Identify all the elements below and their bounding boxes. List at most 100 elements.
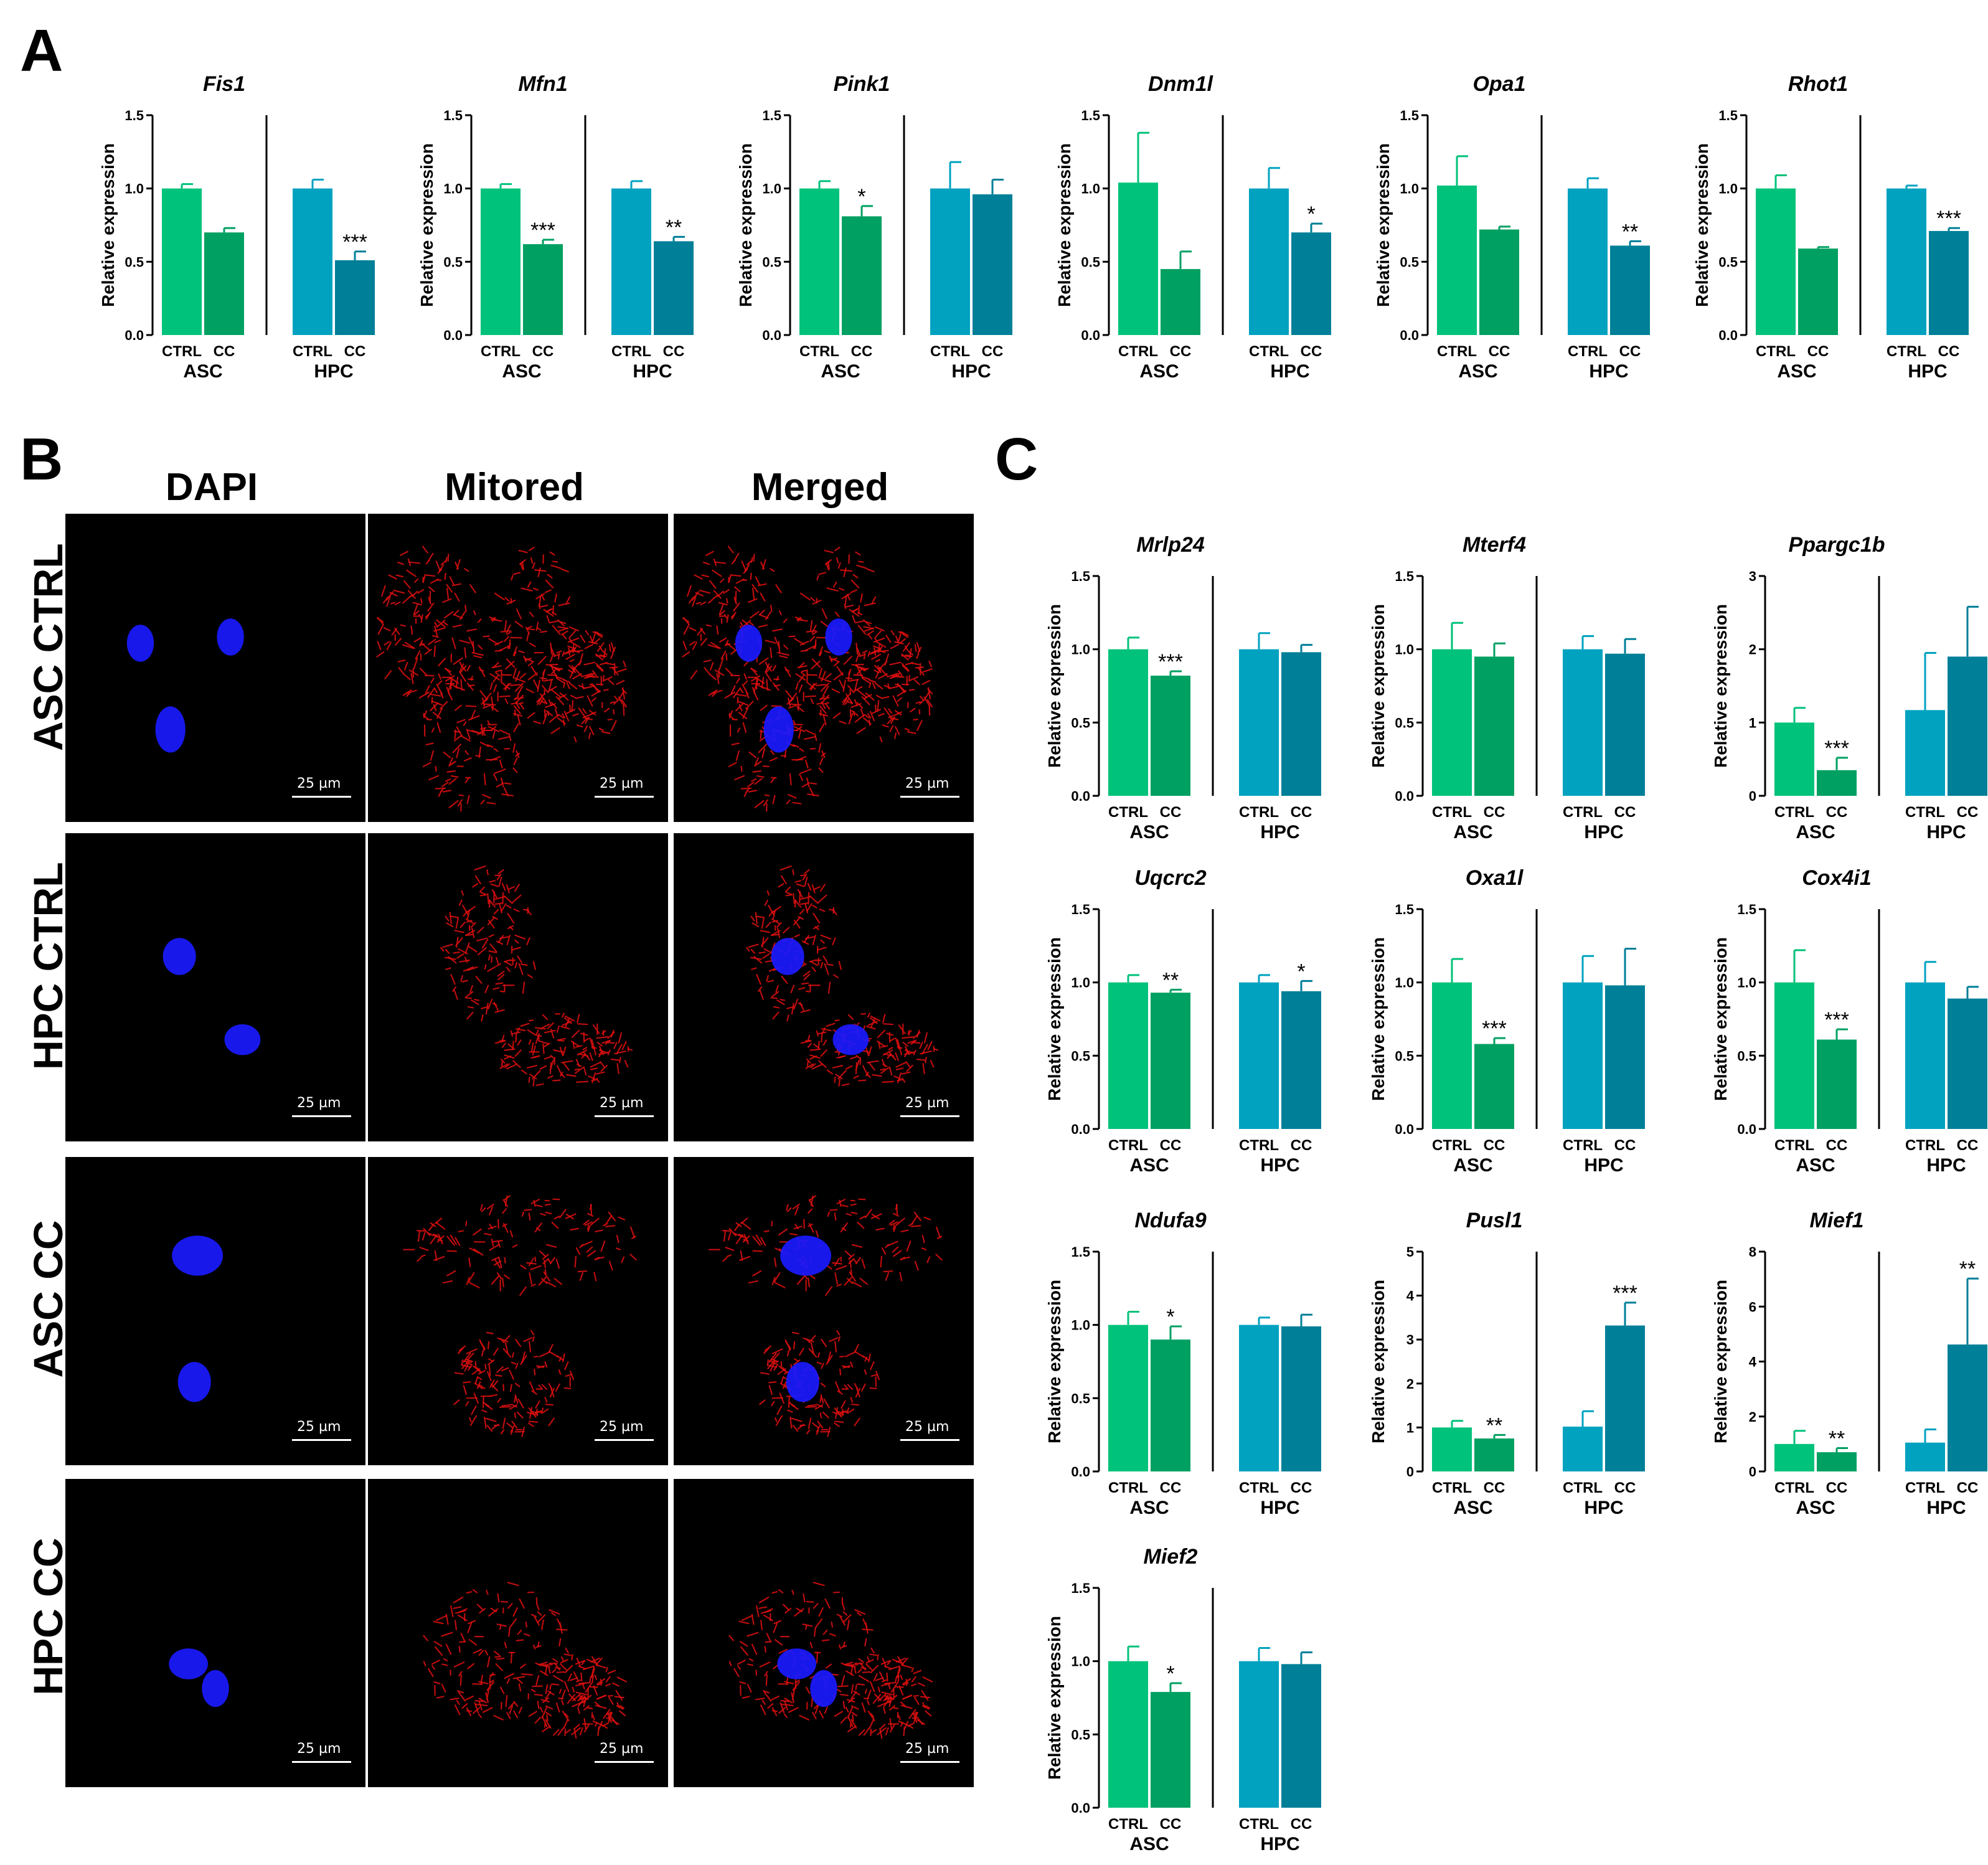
chart-title: Uqcrc2 xyxy=(1134,866,1206,890)
significance-marker: * xyxy=(1307,202,1315,226)
scale-bar xyxy=(900,796,959,798)
x-category-label: CTRL xyxy=(799,343,839,360)
bar-hpc-ctrl xyxy=(1905,1443,1945,1471)
error-bar xyxy=(1583,1411,1594,1427)
bar-hpc-cc xyxy=(1291,232,1331,335)
y-tick-label: 6 xyxy=(1749,1299,1756,1315)
bar-hpc-cc xyxy=(1281,652,1321,796)
bar-hpc-ctrl xyxy=(1249,189,1289,335)
bar-asc-cc xyxy=(1151,993,1190,1129)
y-tick-label: 0.5 xyxy=(125,254,144,270)
scale-bar xyxy=(900,1115,959,1117)
y-tick-label: 1.5 xyxy=(1718,108,1738,123)
error-bar xyxy=(1494,643,1505,656)
scale-bar xyxy=(595,796,654,798)
x-category-label: CTRL xyxy=(1432,804,1472,821)
scale-bar xyxy=(292,1761,351,1763)
x-category-label: CC xyxy=(1957,804,1979,821)
bar-hpc-ctrl xyxy=(1568,189,1608,335)
group-label-hpc: HPC xyxy=(1270,361,1309,382)
y-axis-label: Relative expression xyxy=(417,143,436,307)
bar-asc-ctrl xyxy=(1108,1325,1148,1471)
chart-title: Mfn1 xyxy=(518,72,567,96)
panel-label-b: B xyxy=(20,430,63,489)
bar-hpc-cc xyxy=(973,194,1012,335)
bar-hpc-ctrl xyxy=(1563,983,1603,1129)
y-tick-label: 0.5 xyxy=(1395,715,1414,730)
x-category-label: CTRL xyxy=(1432,1480,1472,1496)
x-category-label: CC xyxy=(1957,1480,1979,1496)
error-bar xyxy=(1588,178,1599,188)
group-label-hpc: HPC xyxy=(633,361,672,382)
scale-bar xyxy=(900,1761,959,1763)
chart-title: Mief2 xyxy=(1144,1545,1198,1569)
error-bar xyxy=(1794,708,1806,723)
error-bar xyxy=(1925,653,1936,711)
y-tick-label: 2 xyxy=(1406,1376,1414,1392)
y-tick-label: 1.5 xyxy=(1395,569,1414,584)
error-bar xyxy=(1180,252,1192,269)
x-category-label: CTRL xyxy=(1239,1137,1279,1154)
error-bar xyxy=(1499,227,1510,230)
group-label-asc: ASC xyxy=(1453,1498,1492,1518)
y-axis-label: Relative expression xyxy=(1055,143,1074,307)
micrograph-hpc-ctrl-dapi: 25 µm xyxy=(65,833,365,1141)
x-category-label: CTRL xyxy=(930,343,970,360)
y-axis-label: Relative expression xyxy=(1711,1280,1730,1443)
significance-marker: *** xyxy=(1824,737,1849,760)
bar-hpc-ctrl xyxy=(930,189,970,335)
x-category-label: CTRL xyxy=(1118,343,1158,360)
bar-hpc-ctrl xyxy=(1905,710,1945,796)
y-tick-label: 0.0 xyxy=(1737,1121,1756,1137)
bar-hpc-ctrl xyxy=(1563,649,1603,796)
y-tick-label: 1.0 xyxy=(1071,1318,1090,1333)
error-bar xyxy=(1128,638,1139,649)
bar-hpc-cc xyxy=(1605,1326,1645,1471)
bar-asc-ctrl xyxy=(162,189,202,335)
group-label-asc: ASC xyxy=(821,361,860,382)
y-tick-label: 1.0 xyxy=(1395,642,1414,658)
y-tick-label: 1.0 xyxy=(1071,642,1090,658)
error-bar xyxy=(1259,1648,1270,1661)
group-label-asc: ASC xyxy=(1129,1498,1169,1518)
bar-asc-ctrl xyxy=(1774,1444,1814,1471)
y-axis-label: Relative expression xyxy=(98,143,118,307)
y-tick-label: 3 xyxy=(1749,569,1756,584)
significance-marker: ** xyxy=(1622,220,1638,243)
bar-asc-ctrl xyxy=(1108,1661,1148,1808)
bar-asc-cc xyxy=(1151,1692,1190,1808)
x-category-label: CTRL xyxy=(1108,1137,1148,1154)
y-tick-label: 1.0 xyxy=(1081,181,1100,197)
error-bar xyxy=(1452,623,1463,649)
bar-asc-cc xyxy=(1151,676,1190,796)
scale-bar-label: 25 µm xyxy=(905,777,949,791)
bar-hpc-cc xyxy=(1281,1664,1321,1808)
bar-asc-cc xyxy=(1817,770,1857,796)
y-tick-label: 1.0 xyxy=(1395,975,1414,991)
group-label-asc: ASC xyxy=(1796,1155,1835,1176)
scale-bar-label: 25 µm xyxy=(297,1742,341,1756)
x-category-label: CC xyxy=(663,343,685,360)
bar-asc-ctrl xyxy=(1432,649,1472,796)
y-tick-label: 0.0 xyxy=(1071,1800,1090,1816)
bar-asc-cc xyxy=(842,216,882,335)
bar-asc-ctrl xyxy=(1432,983,1472,1129)
error-bar xyxy=(313,180,324,189)
significance-marker: * xyxy=(1166,1305,1174,1329)
significance-marker: ** xyxy=(1162,968,1179,992)
error-bar xyxy=(992,180,1004,195)
scale-bar-label: 25 µm xyxy=(600,777,643,791)
y-tick-label: 0.0 xyxy=(1395,788,1414,804)
y-tick-label: 1.5 xyxy=(1071,569,1090,584)
x-category-label: CC xyxy=(1614,1137,1636,1154)
error-bar xyxy=(182,184,193,189)
y-tick-label: 1.0 xyxy=(1737,975,1756,991)
group-label-hpc: HPC xyxy=(1260,1834,1299,1854)
